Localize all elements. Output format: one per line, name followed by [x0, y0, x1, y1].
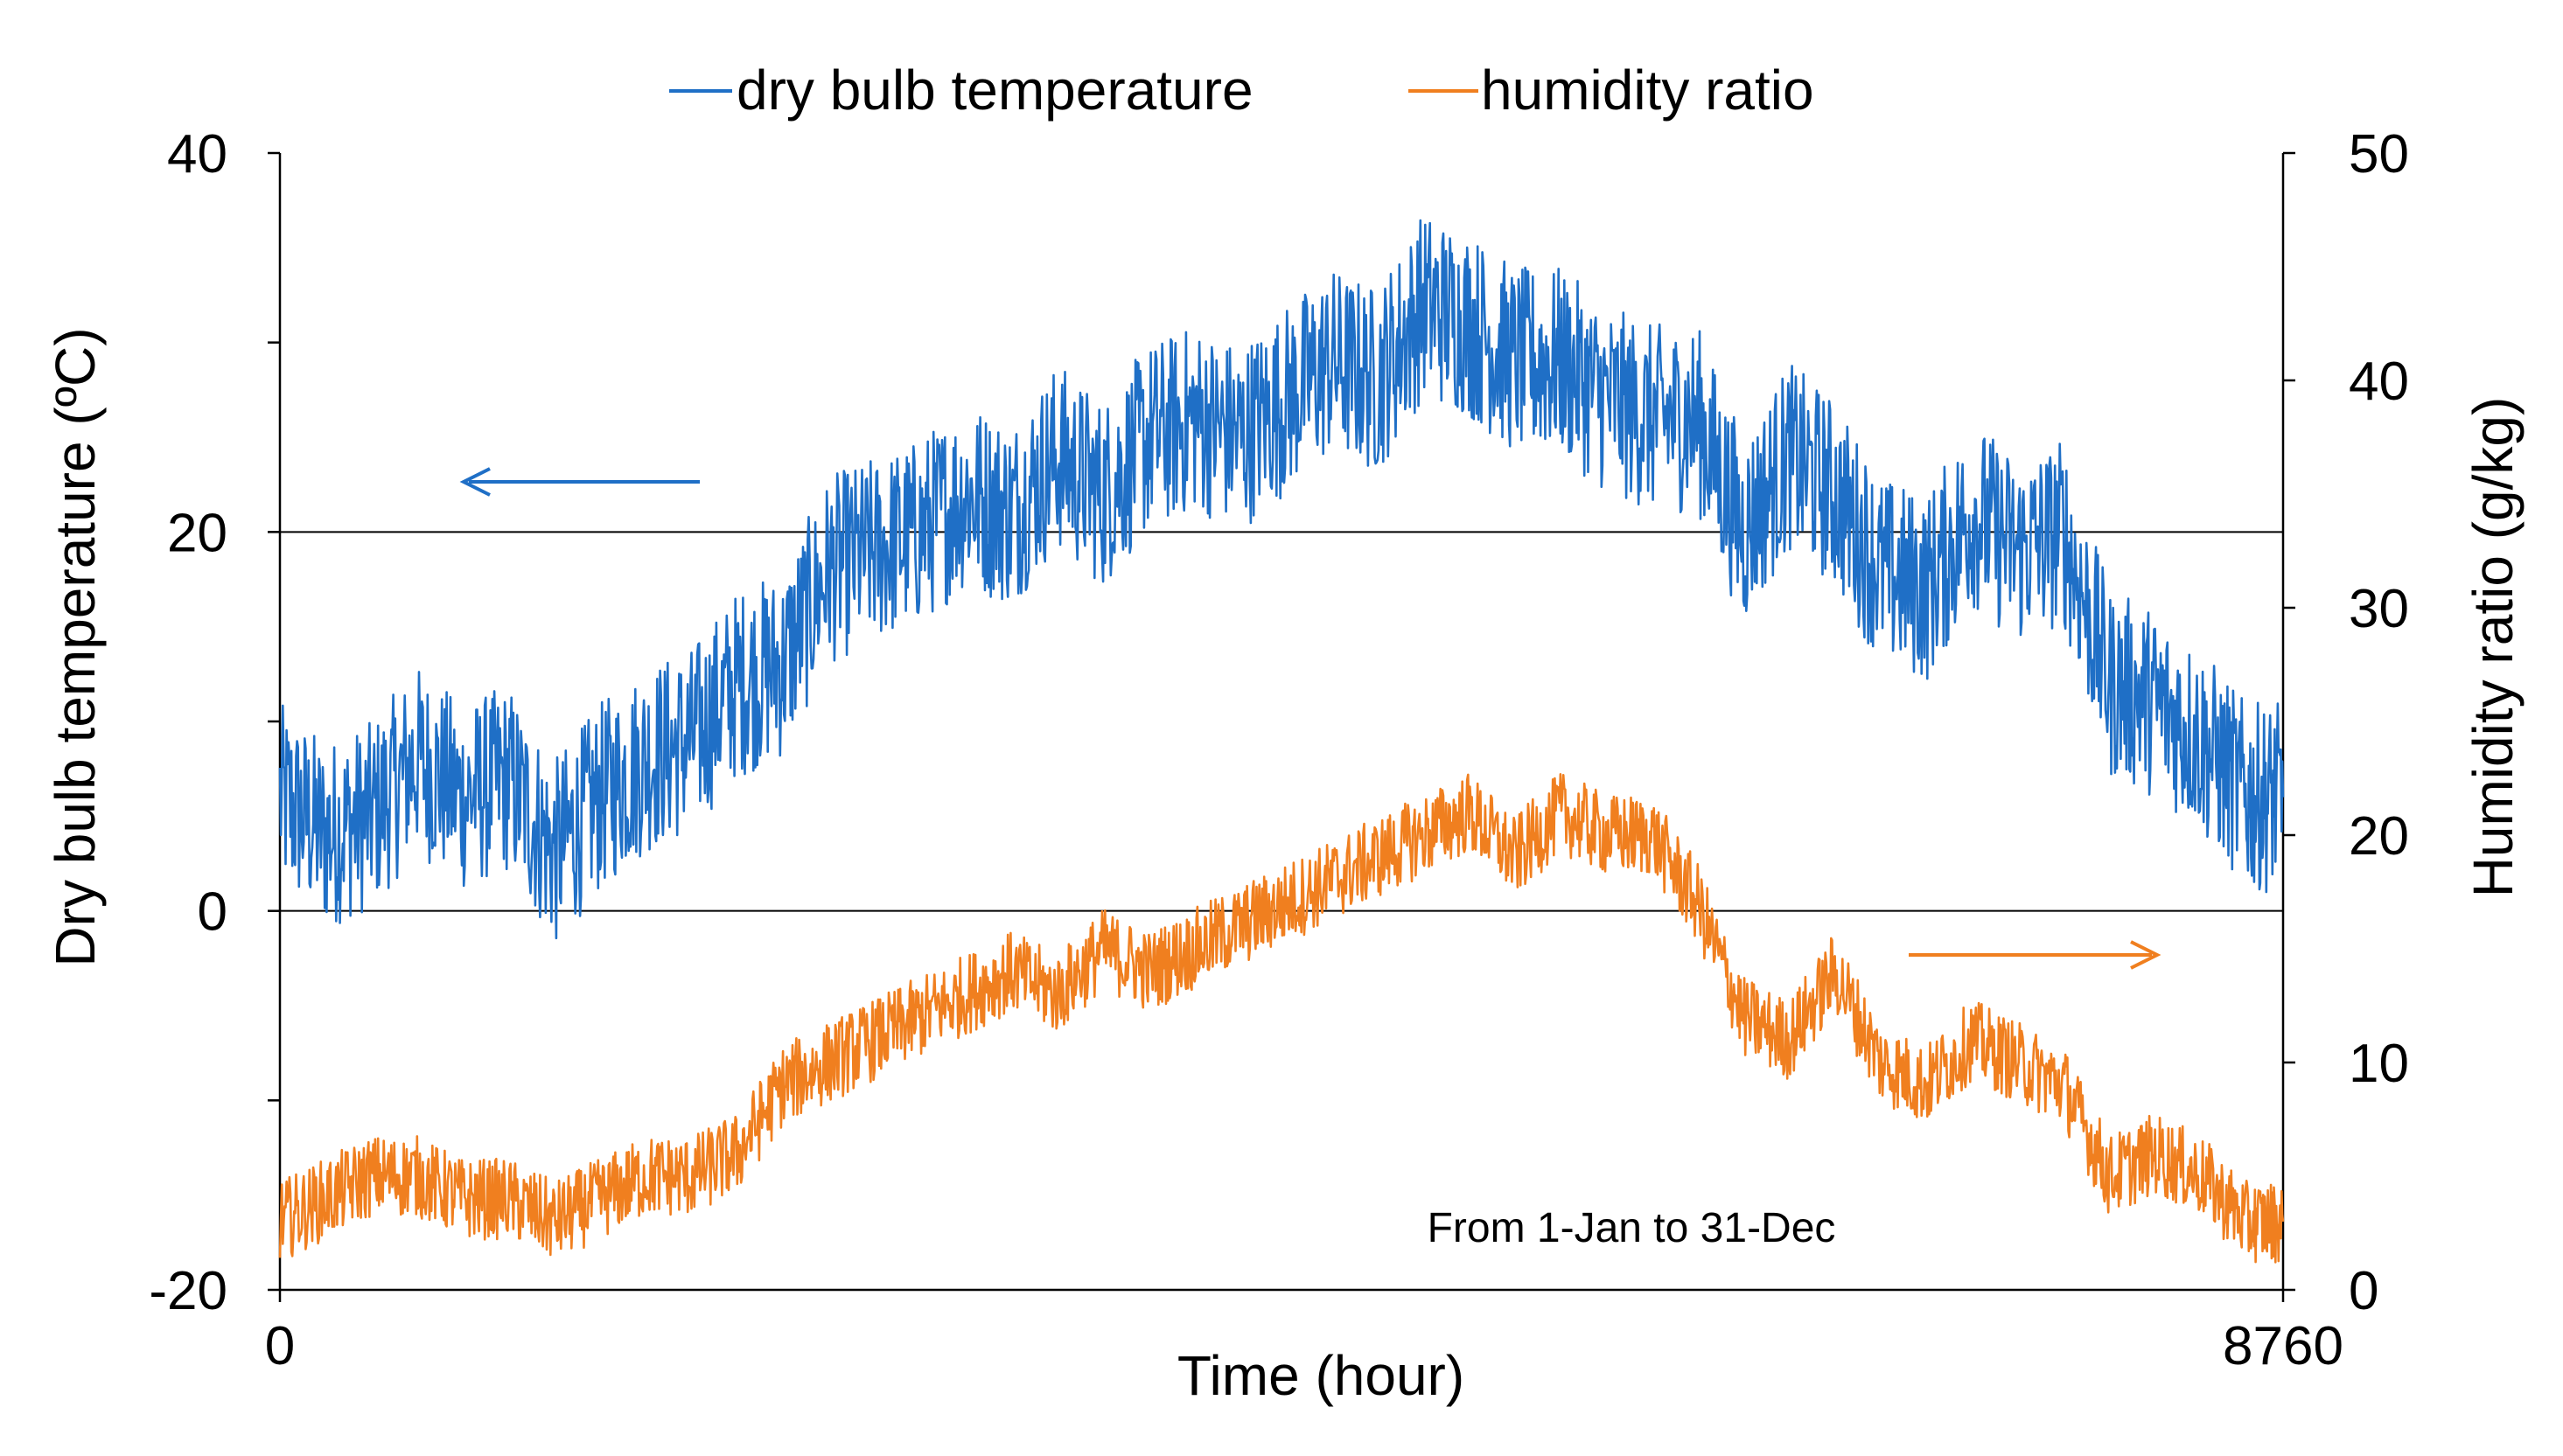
- y2-tick-label: 20: [2349, 806, 2409, 867]
- series-line-dry-bulb-temperature: [278, 219, 2285, 940]
- legend: dry bulb temperature humidity ratio: [669, 59, 1814, 122]
- x-tick-label: 0: [265, 1316, 295, 1376]
- y-tick-label: 0: [198, 882, 227, 943]
- date-range-annotation: From 1-Jan to 31-Dec: [1428, 1205, 1836, 1251]
- arrow-humidity-axis-icon: [1909, 940, 2161, 970]
- arrow-temperature-axis-icon: [459, 467, 700, 497]
- y2-tick-label: 40: [2349, 352, 2409, 412]
- y2-tick-label: 50: [2349, 124, 2409, 185]
- plot-area: [278, 153, 2285, 1292]
- x-axis-title: Time (hour): [1177, 1344, 1464, 1407]
- series-layer: [278, 219, 2285, 1264]
- y2-tick-label: 30: [2349, 579, 2409, 639]
- y2-axis-title: Humidity ratio (g/kg): [2462, 397, 2525, 898]
- y-axis-title: Dry bulb temperature (ºC): [44, 327, 107, 966]
- legend-label-temperature: dry bulb temperature: [737, 59, 1254, 122]
- y-tick-label: 40: [167, 124, 227, 185]
- y-tick-label: 20: [167, 503, 227, 563]
- series-line-humidity-ratio: [278, 773, 2285, 1264]
- x-tick-label: 8760: [2223, 1316, 2343, 1376]
- y2-tick-label: 10: [2349, 1034, 2409, 1094]
- y2-tick-label: 0: [2349, 1261, 2378, 1321]
- legend-label-humidity: humidity ratio: [1481, 59, 1814, 122]
- y-tick-label: -20: [149, 1261, 227, 1321]
